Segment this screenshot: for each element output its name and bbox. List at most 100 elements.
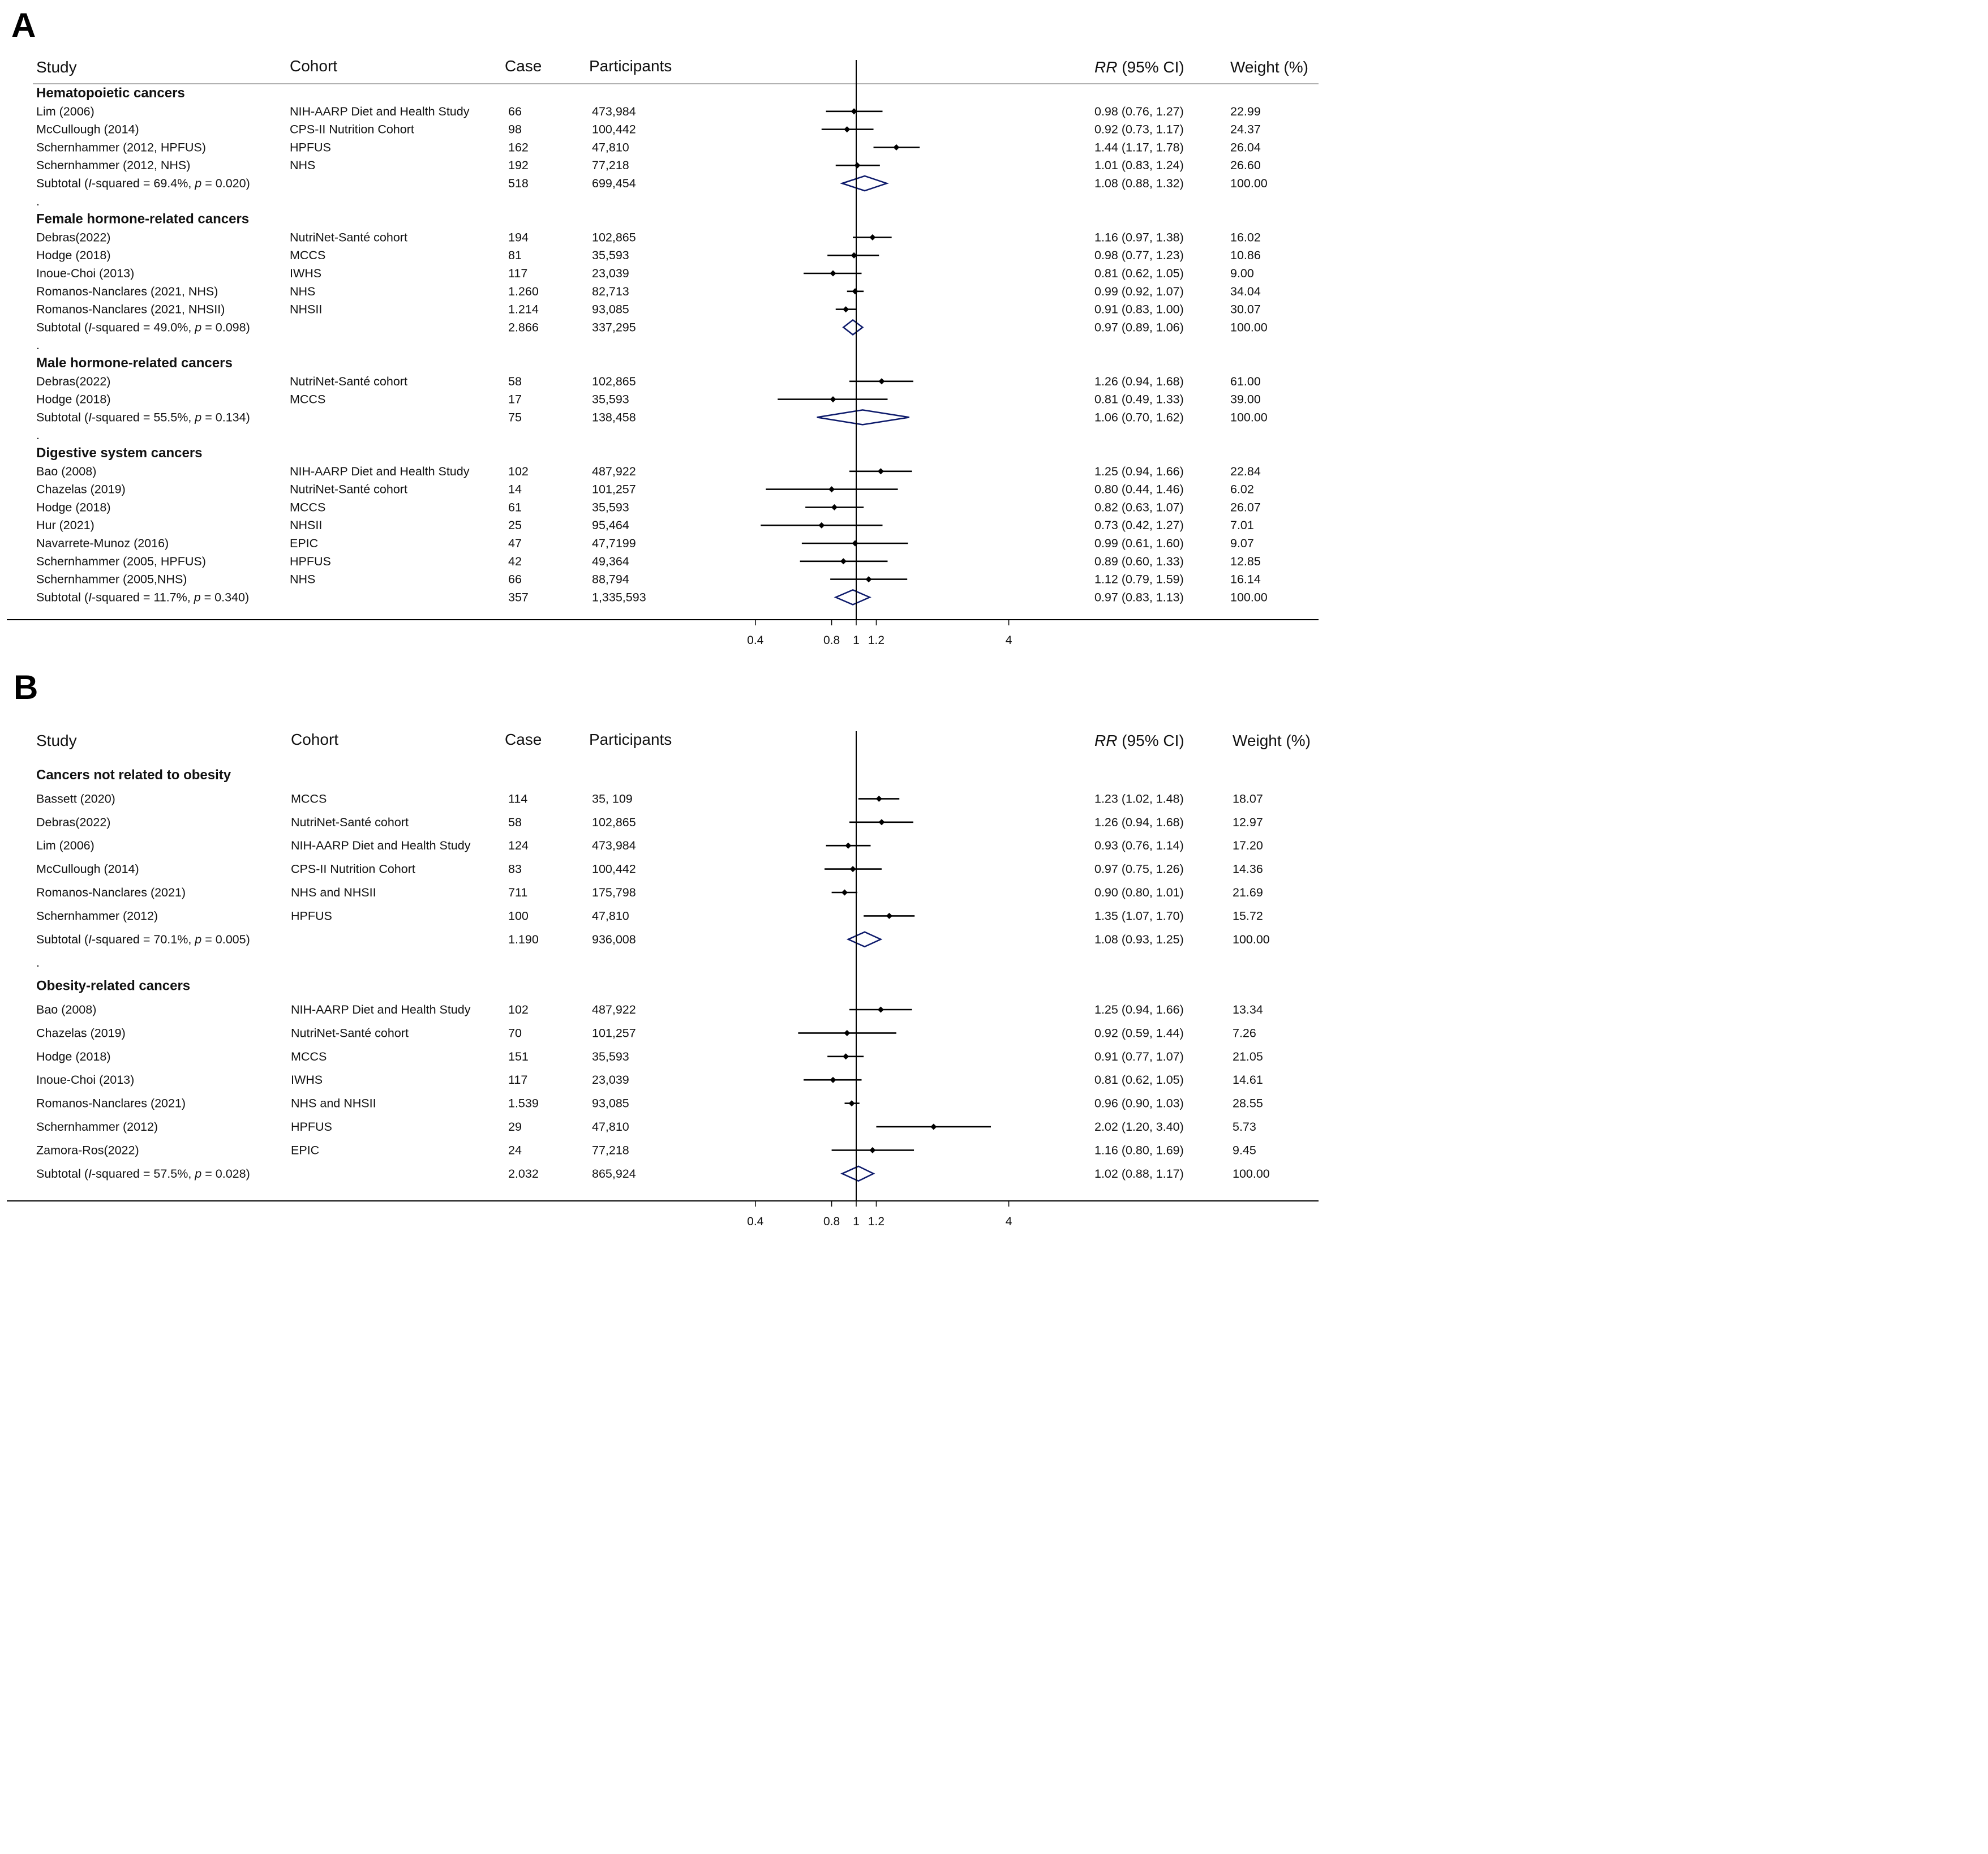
study-name: Hodge (2018)	[36, 393, 110, 406]
spacer-dot: .	[36, 956, 40, 969]
weight-value: 26.60	[1230, 158, 1261, 172]
subtotal-label: Subtotal (I-squared = 69.4%, p = 0.020)	[36, 177, 250, 190]
participant-count: 93,085	[592, 303, 629, 316]
rr-ci-value: 0.82 (0.63, 1.07)	[1094, 500, 1184, 514]
subtotal-diamond	[840, 1165, 875, 1182]
x-axis-tick-label: 4	[1006, 634, 1012, 647]
case-count: 29	[508, 1120, 522, 1134]
rr-ci-value: 0.99 (0.92, 1.07)	[1094, 285, 1184, 298]
case-count: 100	[508, 909, 529, 922]
i2-symbol: I	[88, 177, 92, 190]
subtotal-weight: 100.00	[1230, 590, 1268, 604]
weight-value: 12.85	[1230, 555, 1261, 568]
forest-plot-b: Study Cohort Case Participants RR (95% CI) We…	[7, 731, 1319, 1228]
rr-ci-value: 1.23 (1.02, 1.48)	[1094, 792, 1184, 805]
point-estimate	[875, 795, 882, 802]
case-count: 192	[508, 158, 529, 172]
cohort-name: IWHS	[290, 267, 321, 280]
participant-count: 35,593	[592, 393, 629, 406]
study-name: Schernhammer (2005,NHS)	[36, 573, 187, 586]
p-symbol: p	[194, 320, 201, 334]
participant-count: 100,442	[592, 123, 636, 136]
cohort-name: MCCS	[291, 1050, 327, 1063]
weight-value: 21.05	[1233, 1050, 1263, 1063]
i2-value: -squared = 57.5%,	[92, 1167, 195, 1181]
col-header-participants: Participants	[589, 731, 672, 748]
case-count: 81	[508, 248, 522, 262]
group-heading: Female hormone-related cancers	[36, 212, 249, 227]
cohort-name: MCCS	[290, 248, 325, 262]
point-estimate	[851, 252, 857, 259]
participant-count: 23,039	[592, 1073, 629, 1087]
subtotal-label: Subtotal (I-squared = 57.5%, p = 0.028)	[36, 1167, 250, 1181]
p-value: = 0.340)	[201, 590, 249, 604]
rr-ci-value: 0.73 (0.42, 1.27)	[1094, 518, 1184, 532]
p-symbol: p	[194, 177, 201, 190]
cohort-name: NIH-AARP Diet and Health Study	[290, 465, 470, 478]
subtotal-rr-ci: 1.08 (0.93, 1.25)	[1094, 933, 1184, 946]
study-name: Schernhammer (2005, HPFUS)	[36, 555, 206, 568]
x-axis-tick-label: 0.8	[823, 634, 840, 647]
x-axis-tick-label: 0.8	[823, 1215, 840, 1228]
participant-count: 35, 109	[592, 792, 633, 805]
cohort-name: EPIC	[291, 1143, 319, 1157]
subtotal-prefix: Subtotal (	[36, 410, 89, 424]
weight-value: 16.02	[1230, 230, 1261, 244]
participant-count: 35,593	[592, 500, 629, 514]
participant-count: 487,922	[592, 465, 636, 478]
p-value: = 0.098)	[201, 320, 250, 334]
case-count: 711	[508, 886, 527, 899]
point-estimate	[841, 889, 848, 896]
p-value: = 0.005)	[201, 933, 250, 946]
weight-value: 18.07	[1233, 792, 1263, 805]
participant-count: 88,794	[592, 573, 629, 586]
rr-ci-value: 1.25 (0.94, 1.66)	[1094, 1003, 1184, 1016]
weight-value: 21.69	[1233, 886, 1263, 899]
ci-label: (95% CI)	[1117, 58, 1184, 76]
weight-value: 9.45	[1233, 1143, 1256, 1157]
subtotal-participants: 865,924	[592, 1167, 636, 1181]
subtotal-case: 2.032	[508, 1167, 539, 1181]
point-estimate	[893, 144, 900, 151]
point-estimate	[886, 912, 892, 919]
case-count: 102	[508, 1003, 529, 1016]
point-estimate	[878, 378, 885, 385]
case-count: 1.214	[508, 303, 539, 316]
col-header-cohort: Cohort	[290, 57, 337, 75]
i2-value: -squared = 11.7%,	[92, 590, 194, 604]
case-count: 58	[508, 816, 522, 829]
participant-count: 47,810	[592, 909, 629, 922]
spacer-dot: .	[36, 338, 40, 352]
point-estimate	[828, 486, 835, 493]
weight-value: 10.86	[1230, 248, 1261, 262]
i2-symbol: I	[88, 320, 92, 334]
participant-count: 473,984	[592, 105, 636, 118]
study-name: Schernhammer (2012)	[36, 1120, 158, 1134]
rr-ci-value: 1.35 (1.07, 1.70)	[1094, 909, 1184, 922]
p-value: = 0.020)	[201, 177, 250, 190]
cohort-name: NHSII	[290, 518, 322, 532]
case-count: 47	[508, 537, 522, 550]
weight-value: 28.55	[1233, 1097, 1263, 1110]
participant-count: 100,442	[592, 862, 636, 876]
study-name: Inoue-Choi (2013)	[36, 1073, 134, 1087]
case-count: 102	[508, 465, 529, 478]
group-heading: Cancers not related to obesity	[36, 767, 231, 783]
participant-count: 35,593	[592, 248, 629, 262]
cohort-name: NHS	[290, 158, 315, 172]
x-axis-tick-label: 1.2	[868, 1215, 884, 1228]
point-estimate	[930, 1123, 937, 1130]
subtotal-diamond	[846, 931, 883, 948]
subtotal-label: Subtotal (I-squared = 11.7%, p = 0.340)	[36, 590, 249, 604]
i2-value: -squared = 70.1%,	[92, 933, 195, 946]
subtotal-case: 1.190	[508, 933, 539, 946]
weight-value: 34.04	[1230, 285, 1261, 298]
x-axis-tick-label: 1.2	[868, 634, 884, 647]
point-estimate	[818, 522, 825, 529]
subtotal-participants: 936,008	[592, 933, 636, 946]
case-count: 1.260	[508, 285, 539, 298]
study-name: Romanos-Nanclares (2021)	[36, 1097, 186, 1110]
subtotal-case: 357	[508, 590, 529, 604]
i2-value: -squared = 55.5%,	[92, 410, 195, 424]
weight-value: 14.36	[1233, 862, 1263, 876]
